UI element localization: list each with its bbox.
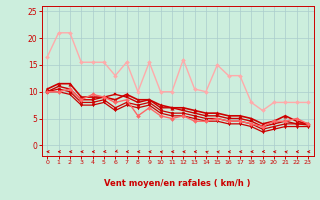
- X-axis label: Vent moyen/en rafales ( km/h ): Vent moyen/en rafales ( km/h ): [104, 179, 251, 188]
